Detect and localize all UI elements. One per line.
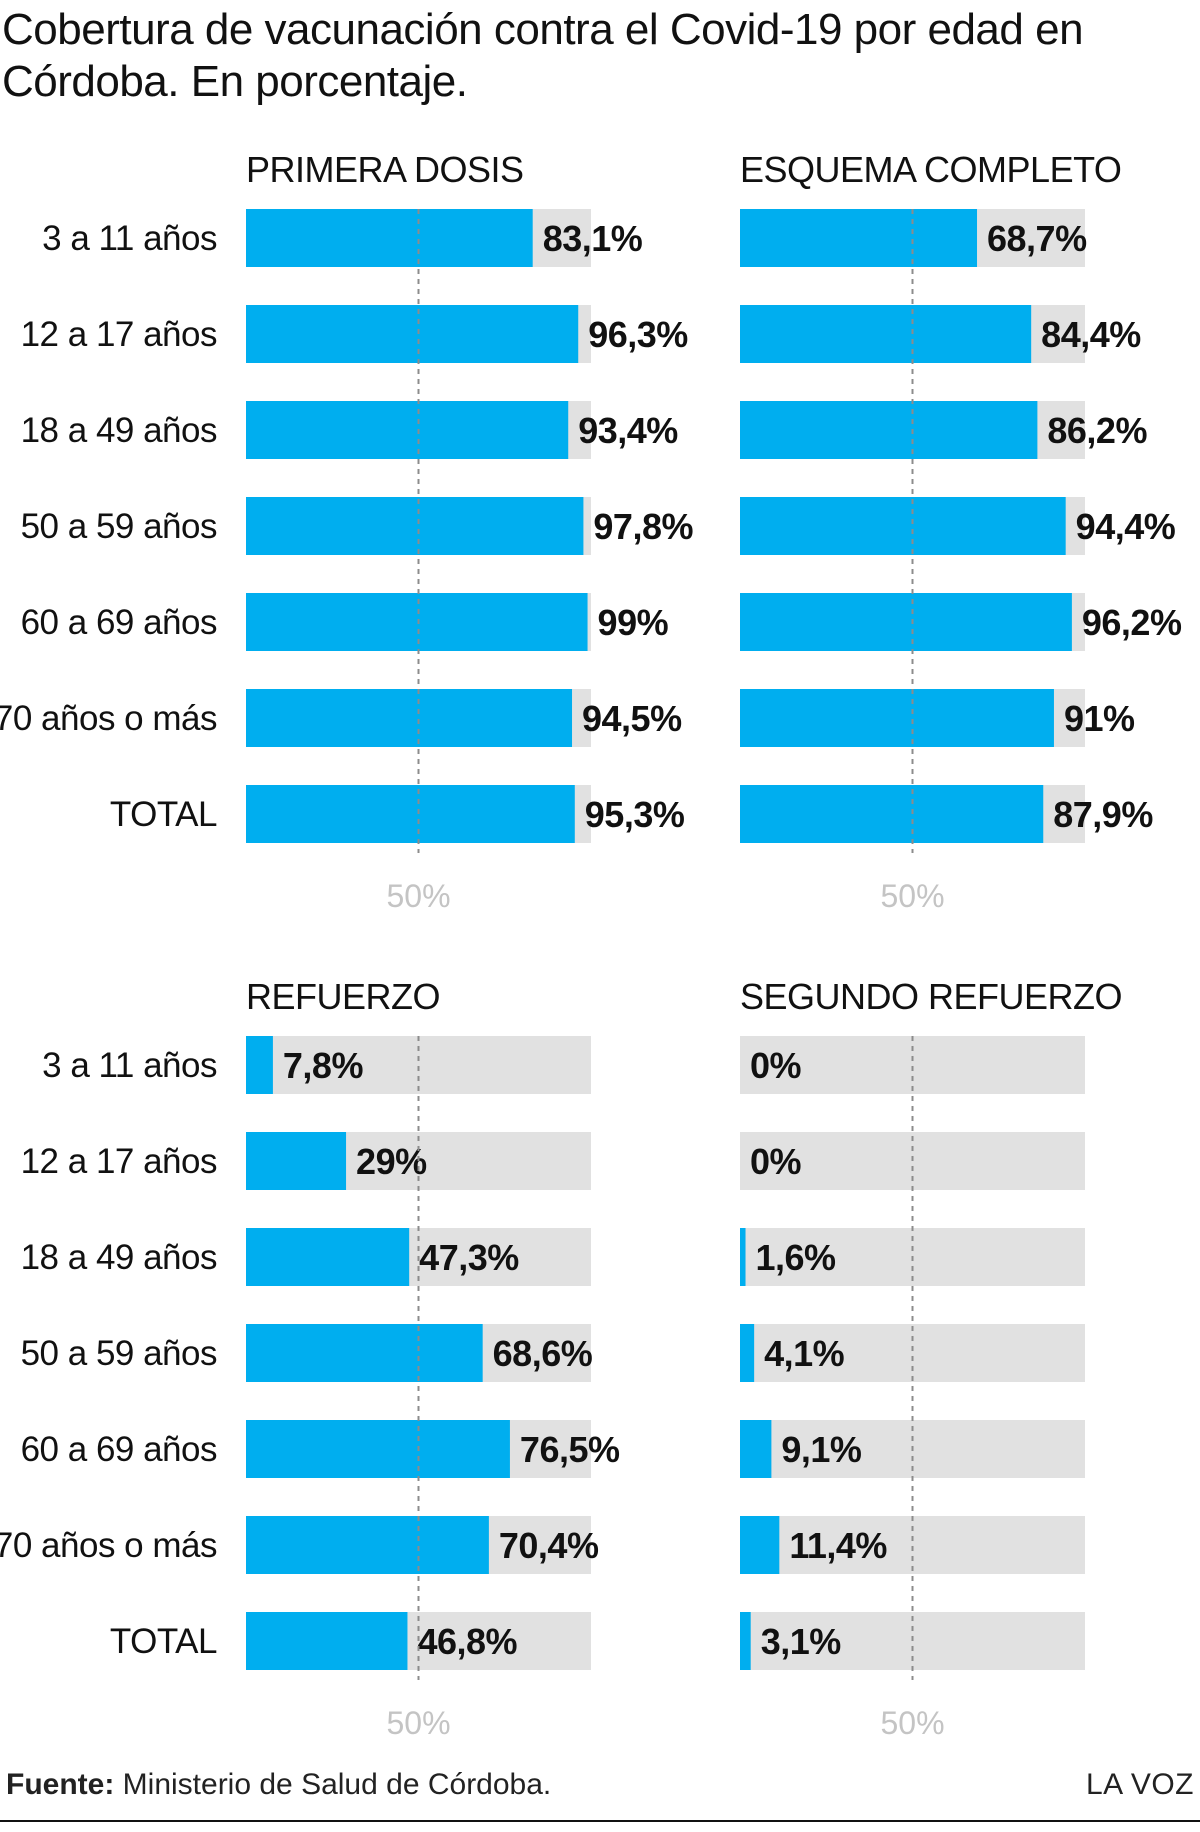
data-label-3-5: 11,4% <box>789 1525 887 1566</box>
data-label-1-5: 91% <box>1064 698 1135 739</box>
bar-2-1 <box>246 1132 347 1190</box>
data-label-0-4: 99% <box>598 602 669 643</box>
data-label-1-4: 96,2% <box>1082 602 1182 643</box>
source-label: Fuente: <box>6 1768 115 1801</box>
data-label-1-3: 94,4% <box>1076 506 1176 547</box>
panel-title-1: ESQUEMA COMPLETO <box>740 149 1121 190</box>
bar-0-1 <box>246 305 579 363</box>
bar-1-1 <box>740 305 1032 363</box>
bar-0-5 <box>246 689 573 747</box>
data-label-3-3: 4,1% <box>764 1333 845 1374</box>
bar-3-5 <box>740 1516 780 1574</box>
reference-label-2: 50% <box>386 1705 450 1741</box>
source-text: Ministerio de Salud de Córdoba. <box>122 1768 552 1801</box>
data-label-0-6: 95,3% <box>585 794 685 835</box>
bar-track-2-0 <box>246 1036 591 1094</box>
data-label-0-1: 96,3% <box>588 314 688 355</box>
category-label-6-lower: TOTAL <box>110 1622 217 1661</box>
panel-title-0: PRIMERA DOSIS <box>246 149 524 190</box>
data-label-3-0: 0% <box>750 1045 802 1086</box>
bar-1-4 <box>740 593 1072 651</box>
data-label-1-0: 68,7% <box>987 218 1087 259</box>
data-label-0-0: 83,1% <box>543 218 643 259</box>
bar-0-0 <box>246 209 533 267</box>
data-label-3-1: 0% <box>750 1141 802 1182</box>
category-label-6-upper: TOTAL <box>110 795 217 834</box>
category-label-2-upper: 18 a 49 años <box>21 411 217 450</box>
data-label-2-2: 47,3% <box>419 1237 519 1278</box>
data-label-3-6: 3,1% <box>761 1621 842 1662</box>
bar-3-3 <box>740 1324 755 1382</box>
bar-2-5 <box>246 1516 489 1574</box>
data-label-0-5: 94,5% <box>582 698 682 739</box>
bar-0-2 <box>246 401 569 459</box>
bar-3-6 <box>740 1612 751 1670</box>
chart-title: Cobertura de vacunación contra el Covid-… <box>2 5 1084 106</box>
category-label-0-upper: 3 a 11 años <box>42 219 217 258</box>
category-label-2-lower: 18 a 49 años <box>21 1238 217 1277</box>
bar-2-3 <box>246 1324 483 1382</box>
bar-1-0 <box>740 209 978 267</box>
data-label-3-2: 1,6% <box>756 1237 837 1278</box>
data-label-0-2: 93,4% <box>578 410 678 451</box>
data-label-2-5: 70,4% <box>499 1525 599 1566</box>
bar-1-2 <box>740 401 1038 459</box>
bottom-rule <box>0 1820 1200 1822</box>
data-label-2-3: 68,6% <box>493 1333 593 1374</box>
data-label-0-3: 97,8% <box>593 506 693 547</box>
bar-0-3 <box>246 497 584 555</box>
bar-0-4 <box>246 593 588 651</box>
bar-3-2 <box>740 1228 746 1286</box>
category-label-3-lower: 50 a 59 años <box>21 1334 217 1373</box>
category-label-4-lower: 60 a 69 años <box>21 1430 217 1469</box>
bar-1-3 <box>740 497 1066 555</box>
bar-1-5 <box>740 689 1054 747</box>
data-label-2-4: 76,5% <box>520 1429 620 1470</box>
category-label-1-lower: 12 a 17 años <box>21 1142 217 1181</box>
bar-0-6 <box>246 785 575 843</box>
bar-2-2 <box>246 1228 410 1286</box>
data-label-2-6: 46,8% <box>417 1621 517 1662</box>
data-label-3-4: 9,1% <box>781 1429 862 1470</box>
bar-2-6 <box>246 1612 408 1670</box>
bar-1-6 <box>740 785 1044 843</box>
data-label-1-6: 87,9% <box>1053 794 1153 835</box>
reference-label-3: 50% <box>880 1705 944 1741</box>
panel-title-2: REFUERZO <box>246 976 440 1017</box>
data-label-2-1: 29% <box>356 1141 427 1182</box>
category-label-3-upper: 50 a 59 años <box>21 507 217 546</box>
category-label-0-lower: 3 a 11 años <box>42 1046 217 1085</box>
bar-2-4 <box>246 1420 510 1478</box>
reference-label-1: 50% <box>880 878 944 914</box>
category-label-5-lower: 70 años o más <box>0 1526 217 1565</box>
bar-3-4 <box>740 1420 772 1478</box>
category-label-4-upper: 60 a 69 años <box>21 603 217 642</box>
bar-track-3-3 <box>740 1324 1085 1382</box>
bar-2-0 <box>246 1036 273 1094</box>
data-label-1-1: 84,4% <box>1041 314 1141 355</box>
data-label-2-0: 7,8% <box>283 1045 364 1086</box>
reference-label-0: 50% <box>386 878 450 914</box>
bar-track-3-0 <box>740 1036 1085 1094</box>
category-label-5-upper: 70 años o más <box>0 699 217 738</box>
brand-logo: LA VOZ <box>1085 1768 1194 1801</box>
bar-track-3-5 <box>740 1516 1085 1574</box>
category-label-1-upper: 12 a 17 años <box>21 315 217 354</box>
source-note: Fuente: Ministerio de Salud de Córdoba. <box>6 1768 551 1802</box>
panel-title-3: SEGUNDO REFUERZO <box>740 976 1122 1017</box>
data-label-1-2: 86,2% <box>1047 410 1147 451</box>
